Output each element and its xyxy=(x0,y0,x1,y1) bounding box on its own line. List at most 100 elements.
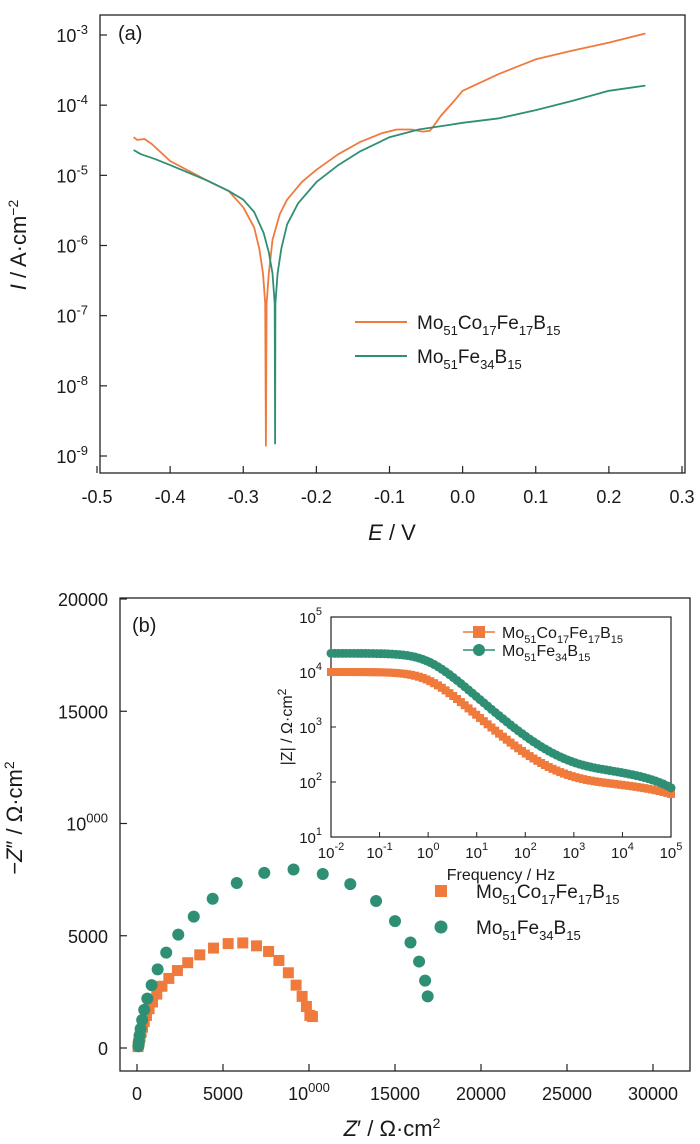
panel-a-label: (a) xyxy=(118,23,142,45)
legend-b-marker-mo51co17fe17b15 xyxy=(435,885,447,897)
y-tick-label-20000: 20000 xyxy=(58,590,108,610)
data-point-mo51co17fe17b15 xyxy=(282,967,294,979)
y-tick-label-15000: 15000 xyxy=(58,702,108,722)
inset-x-tick-label-103: 103 xyxy=(562,841,585,862)
plot-b-x-ticks: 0 5000 10000 15000 20000 25000 30000 xyxy=(132,1064,678,1104)
plot-a-y-axis-label: I / A·cm−2 xyxy=(5,200,31,291)
data-point-mo51co17fe17b15 xyxy=(296,990,308,1002)
data-point-mo51fe34b15 xyxy=(134,1022,147,1035)
data-point-mo51co17fe17b15 xyxy=(237,937,249,949)
x-tick-label-20000: 20000 xyxy=(456,1084,506,1104)
x-tick-label-0-2: 0.2 xyxy=(596,487,621,507)
data-point-mo51co17fe17b15 xyxy=(208,942,220,954)
inset-x-axis-label: Frequency / Hz xyxy=(447,867,555,884)
legend-inset-marker-mo51co17fe17b15 xyxy=(473,626,485,638)
data-point-mo51fe34b15 xyxy=(230,876,243,889)
x-tick-label-0-3: 0.3 xyxy=(669,487,694,507)
x-tick-label-30000: 30000 xyxy=(628,1084,678,1104)
series-line-mo51co17fe17b15 xyxy=(133,32,646,447)
x-tick-label-0-5: -0.5 xyxy=(81,487,112,507)
data-point-mo51fe34b15 xyxy=(419,974,432,987)
x-tick-label-0-1: -0.1 xyxy=(374,487,405,507)
data-point-mo51fe34b15 xyxy=(151,963,164,976)
y-tick-label-5000: 5000 xyxy=(68,927,108,947)
x-tick-label-0: 0 xyxy=(132,1084,142,1104)
data-point-mo51co17fe17b15 xyxy=(171,965,183,977)
legend-b-marker-mo51fe34b15 xyxy=(434,920,448,934)
data-point-mo51fe34b15 xyxy=(258,866,271,879)
x-tick-label-5000: 5000 xyxy=(203,1084,243,1104)
plot-a-series xyxy=(133,32,646,447)
inset-x-tick-label-104: 104 xyxy=(611,841,634,862)
data-point-mo51co17fe17b15 xyxy=(306,1011,318,1023)
data-point-mo51fe34b15 xyxy=(138,1003,151,1016)
data-point-mo51co17fe17b15 xyxy=(182,957,194,969)
inset-y-tick-label-104: 104 xyxy=(299,661,322,682)
data-point-mo51fe34b15 xyxy=(145,979,158,992)
data-point-mo51fe34b15 xyxy=(136,1013,149,1026)
data-point-mo51fe34b15 xyxy=(421,990,434,1003)
inset-series xyxy=(326,648,676,798)
x-tick-label-0-3: -0.3 xyxy=(228,487,259,507)
legend-inset-marker-mo51fe34b15 xyxy=(473,644,485,656)
y-tick-label-10-5: 10-5 xyxy=(56,162,88,186)
data-point-mo51co17fe17b15 xyxy=(140,1009,152,1021)
data-point-mo51co17fe17b15 xyxy=(222,938,234,950)
inset-x-tick-label-105: 105 xyxy=(660,841,683,862)
x-tick-label-25000: 25000 xyxy=(542,1084,592,1104)
plot-b-frame xyxy=(119,597,691,1072)
legend-a-label-mo51fe34b15: Mo51Fe34B15 xyxy=(417,347,522,372)
y-tick-label-10-6: 10-6 xyxy=(56,233,88,257)
inset-x-tick-label-102: 102 xyxy=(514,841,537,862)
data-point-mo51co17fe17b15 xyxy=(273,954,285,966)
plot-b-x-axis-label: Z′ / Ω·cm2 xyxy=(343,1115,441,1141)
inset-y-tick-label-103: 103 xyxy=(299,716,322,737)
panel-b: (b) 0 5000 10000 15000 20000 25000 30000 0 5000… xyxy=(1,590,691,1141)
y-tick-label-10000: 10000 xyxy=(66,811,108,835)
x-tick-label-0-2: -0.2 xyxy=(301,487,332,507)
x-tick-label-0-1: 0.1 xyxy=(523,487,548,507)
data-point-mo51fe34b15 xyxy=(187,910,200,923)
legend-b-label-mo51co17fe17b15: Mo51Co17Fe17B15 xyxy=(476,882,619,907)
plot-b-y-ticks: 0 5000 10000 15000 20000 xyxy=(58,590,127,1059)
data-point-mo51fe34b15 xyxy=(370,894,383,907)
inset-plot: 10-2 10-1 100 101 102 103 104 105 101 102 103 104 1… xyxy=(275,606,682,884)
data-point-mo51fe34b15 xyxy=(344,878,357,891)
data-point-mo51co17fe17b15 xyxy=(146,996,158,1008)
inset-y-axis-label: |Z| / Ω·cm2 xyxy=(275,688,296,765)
plot-b-legend: Mo51Co17Fe17B15 Mo51Fe34B15 xyxy=(434,882,619,943)
data-point-mo51co17fe17b15 xyxy=(151,988,163,1000)
inset-data-point-mo51co17fe17b15 xyxy=(667,789,675,798)
legend-a-label-mo51co17fe17b15: Mo51Co17Fe17B15 xyxy=(417,313,560,338)
data-point-mo51co17fe17b15 xyxy=(156,980,168,992)
data-point-mo51co17fe17b15 xyxy=(194,949,206,961)
y-tick-label-10-4: 10-4 xyxy=(56,92,88,116)
legend-b-label-mo51fe34b15: Mo51Fe34B15 xyxy=(476,918,581,943)
inset-y-tick-label-102: 102 xyxy=(299,771,322,792)
inset-x-tick-label-10-1: 10-1 xyxy=(366,841,392,862)
data-point-mo51co17fe17b15 xyxy=(290,979,302,991)
panel-a: (a) -0.5 -0.4 -0.3 -0.2 -0.1 0.0 0.1 0.2 0.3 10-… xyxy=(5,14,695,545)
y-tick-label-0: 0 xyxy=(98,1039,108,1059)
y-tick-label-10-7: 10-7 xyxy=(56,303,88,327)
data-point-mo51fe34b15 xyxy=(172,928,185,941)
data-point-mo51fe34b15 xyxy=(316,868,329,881)
inset-x-tick-label-10-2: 10-2 xyxy=(318,841,344,862)
data-point-mo51co17fe17b15 xyxy=(251,940,263,952)
data-point-mo51fe34b15 xyxy=(413,955,426,968)
data-point-mo51co17fe17b15 xyxy=(263,945,275,957)
inset-x-tick-label-101: 101 xyxy=(465,841,488,862)
data-point-mo51co17fe17b15 xyxy=(300,1000,312,1012)
data-point-mo51fe34b15 xyxy=(206,892,219,905)
inset-y-tick-label-105: 105 xyxy=(299,606,322,627)
x-tick-label-15000: 15000 xyxy=(370,1084,420,1104)
plot-b-y-axis-label: −Z″ / Ω·cm2 xyxy=(1,761,27,875)
plot-a-x-axis-label: E / V xyxy=(368,520,416,545)
plot-a-x-ticks: -0.5 -0.4 -0.3 -0.2 -0.1 0.0 0.1 0.2 0.3 xyxy=(81,466,695,507)
y-tick-label-10-8: 10-8 xyxy=(56,373,88,397)
data-point-mo51fe34b15 xyxy=(389,915,401,928)
data-point-mo51fe34b15 xyxy=(160,946,173,959)
series-line-mo51fe34b15 xyxy=(133,84,646,445)
x-tick-label-0-4: -0.4 xyxy=(155,487,186,507)
